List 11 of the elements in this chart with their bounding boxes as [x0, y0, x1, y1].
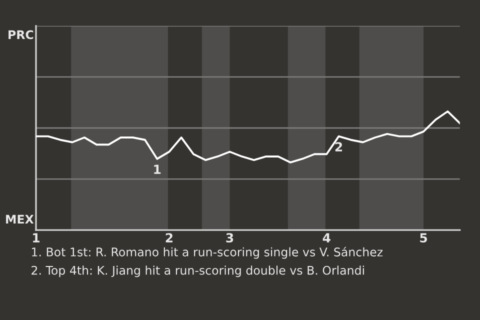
x-tick-label: 3 [226, 233, 234, 243]
x-tick-label: 1 [33, 233, 40, 242]
text: 2. Top 4th: K. Jiang hit a run-scoring double vs B. Orlandi [32, 266, 364, 278]
text: 1. Bot 1st: R. Romano hit a run-scoring single vs V. Sánchez [32, 246, 383, 259]
x-tick-label: 4 [322, 233, 330, 242]
annotation: 1 [154, 164, 161, 174]
x-tick-label: 5 [420, 233, 427, 243]
x-tick-label: 2 [166, 233, 172, 242]
text: MEX [6, 214, 34, 224]
text: PRC [8, 30, 34, 40]
annotation: 2 [335, 142, 342, 152]
